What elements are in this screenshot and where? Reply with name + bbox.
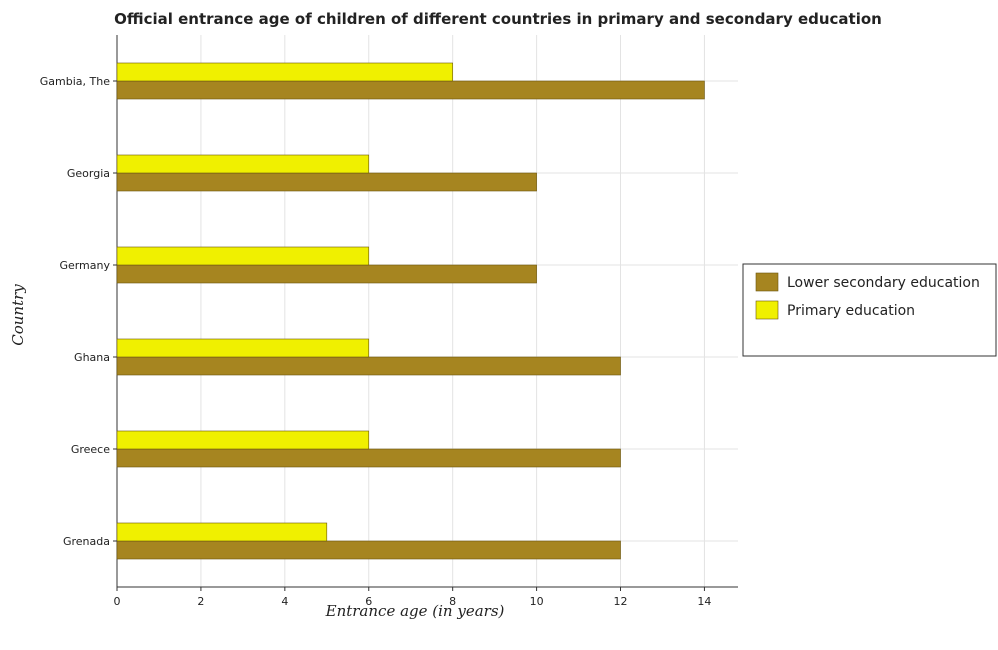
x-axis-label: Entrance age (in years) bbox=[325, 602, 505, 620]
bar-primary bbox=[116, 522, 328, 542]
y-tick-label: Gambia, The bbox=[40, 75, 110, 88]
bar-lower-secondary bbox=[116, 356, 621, 376]
x-tick-label: 12 bbox=[614, 595, 628, 608]
bar-lower-secondary bbox=[116, 80, 705, 100]
x-tick-label: 14 bbox=[697, 595, 711, 608]
legend-box bbox=[742, 263, 997, 357]
bar-primary bbox=[116, 430, 370, 450]
y-tick-label: Germany bbox=[59, 259, 110, 272]
y-axis-ticks: Gambia, The Georgia Germany Ghana Greece Gren… bbox=[40, 75, 117, 548]
bar-primary bbox=[116, 246, 370, 266]
legend-swatch bbox=[755, 272, 779, 292]
y-tick-label: Ghana bbox=[74, 351, 110, 364]
y-tick-label: Grenada bbox=[63, 535, 110, 548]
bars bbox=[116, 62, 705, 560]
legend-swatch bbox=[755, 300, 779, 320]
x-tick-label: 0 bbox=[114, 595, 121, 608]
x-tick-label: 2 bbox=[197, 595, 204, 608]
x-tick-label: 6 bbox=[365, 595, 372, 608]
legend-label: Primary education bbox=[787, 303, 915, 319]
y-tick-label: Georgia bbox=[67, 167, 110, 180]
bar-primary bbox=[116, 154, 370, 174]
bar-primary bbox=[116, 338, 370, 358]
legend: Lower secondary education Primary educati… bbox=[742, 263, 997, 357]
x-tick-label: 8 bbox=[449, 595, 456, 608]
x-tick-label: 4 bbox=[281, 595, 288, 608]
bar-lower-secondary bbox=[116, 264, 537, 284]
chart-title: Official entrance age of children of dif… bbox=[114, 10, 882, 28]
x-axis-ticks: 0 2 4 6 8 10 12 14 bbox=[114, 587, 711, 608]
y-tick-label: Greece bbox=[71, 443, 110, 456]
legend-label: Lower secondary education bbox=[787, 275, 980, 291]
bar-lower-secondary bbox=[116, 448, 621, 468]
y-axis-label: Country bbox=[9, 284, 27, 346]
x-tick-label: 10 bbox=[530, 595, 544, 608]
bar-lower-secondary bbox=[116, 172, 537, 192]
bar-primary bbox=[116, 62, 453, 82]
bar-lower-secondary bbox=[116, 540, 621, 560]
